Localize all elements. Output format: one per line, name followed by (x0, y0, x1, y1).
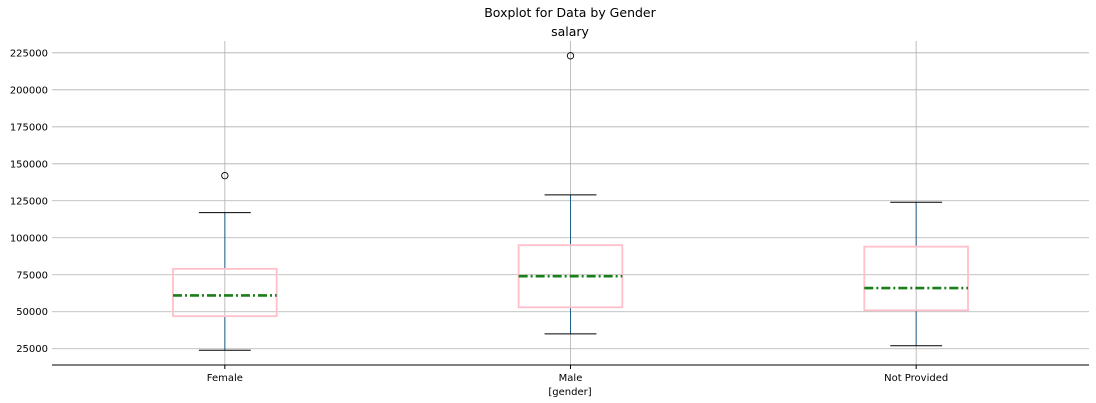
y-tick-label: 200000 (10, 85, 48, 96)
y-tick-label: 25000 (16, 344, 48, 355)
box (863, 245, 969, 312)
x-axis-label: [gender] (548, 387, 591, 398)
y-tick-label: 125000 (10, 196, 48, 207)
y-tick-label: 75000 (16, 270, 48, 281)
x-tick-label: Female (207, 373, 243, 384)
x-tick-label: Not Provided (884, 373, 948, 384)
y-tick-label: 150000 (10, 159, 48, 170)
x-tick-labels: Female Male Not Provided (207, 365, 948, 384)
y-tick-labels: 25000 50000 75000 100000 125000 150000 175000 2… (10, 48, 48, 355)
chart-subtitle: salary (551, 24, 589, 39)
y-tick-label: 50000 (16, 307, 48, 318)
outlier-point (566, 52, 575, 60)
outlier-point (221, 171, 229, 180)
box (172, 267, 278, 318)
y-tick-label: 225000 (10, 48, 48, 59)
chart-title: Boxplot for Data by Gender (484, 5, 656, 20)
y-tick-label: 100000 (10, 233, 48, 244)
box-group-male (517, 52, 624, 335)
box-group-not-provided (863, 201, 969, 347)
boxes (172, 52, 969, 351)
box-group-female (172, 171, 278, 351)
x-tick-label: Male (559, 373, 583, 384)
y-tick-label: 175000 (10, 122, 48, 133)
